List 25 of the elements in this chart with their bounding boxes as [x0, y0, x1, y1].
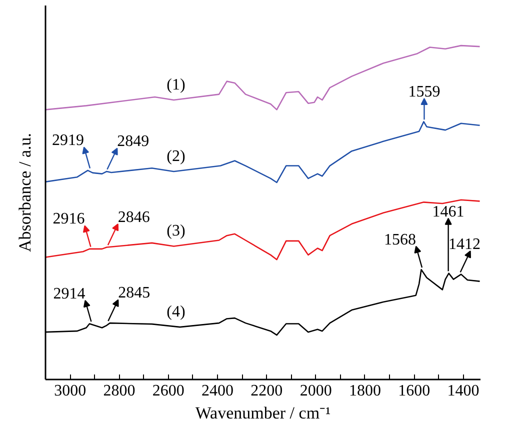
x-tick-label: 3000 [54, 382, 86, 400]
annotation: 1461 [432, 203, 464, 220]
annotation: 1559 [408, 83, 440, 100]
x-tick-label: 1800 [348, 382, 381, 400]
x-tick-label: 1400 [447, 382, 480, 400]
x-tick-label: 2000 [300, 382, 332, 400]
annotation: 1568 [384, 231, 416, 248]
annotation: 2845 [118, 284, 150, 302]
annotation: 2849 [117, 133, 150, 150]
series-label: (3) [166, 222, 186, 240]
annotation: 2914 [53, 285, 86, 302]
series-label: (2) [166, 148, 186, 165]
x-tick-label: 2400 [202, 382, 234, 400]
x-tick-label: 2800 [103, 382, 136, 400]
x-tick-label: 2200 [250, 382, 283, 400]
y-axis-title: Absorbance / a.u. [16, 133, 34, 252]
x-tick-label: 2600 [152, 382, 184, 400]
annotation: 2846 [118, 208, 150, 226]
x-axis-title: Wavenumber / cm⁻¹ [195, 404, 331, 422]
annotation: 2919 [52, 132, 84, 150]
series-label: (4) [166, 303, 186, 320]
x-tick-label: 1600 [398, 382, 430, 400]
annotation: 2916 [52, 210, 85, 228]
series-label: (1) [166, 76, 186, 94]
annotation: 1412 [448, 236, 480, 253]
